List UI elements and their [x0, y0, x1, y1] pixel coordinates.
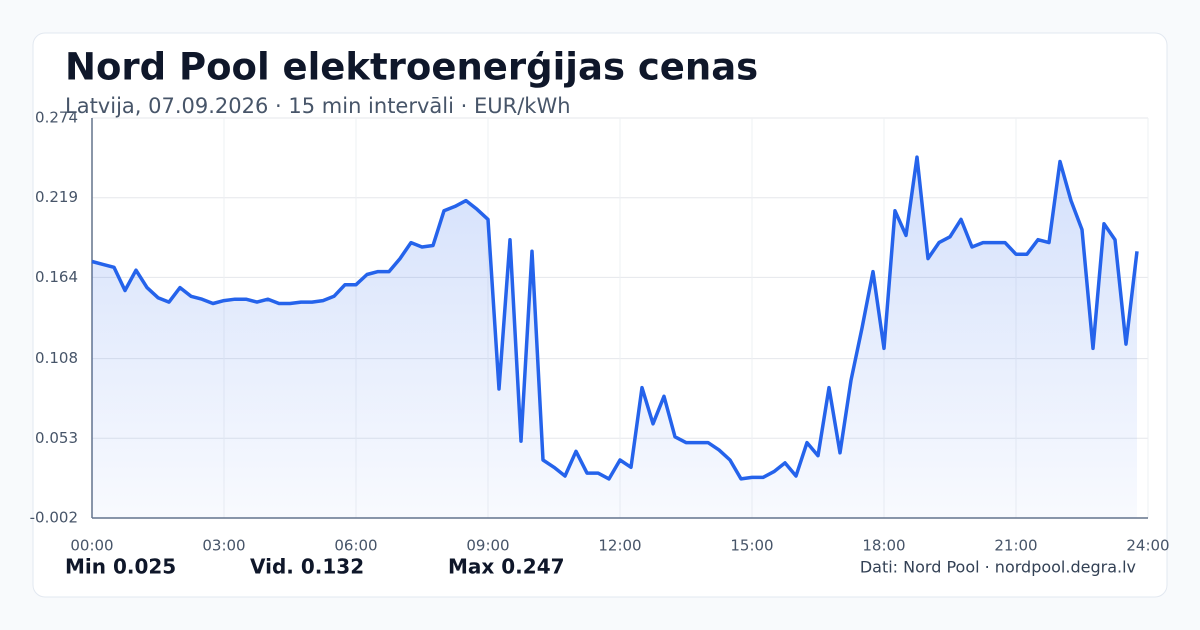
x-tick-label: 12:00	[598, 537, 641, 555]
stat-min: Min 0.025	[65, 555, 176, 579]
y-tick-label: 0.164	[35, 268, 78, 286]
stat-avg: Vid. 0.132	[250, 555, 364, 579]
y-tick-label: 0.108	[35, 349, 78, 367]
x-tick-label: 18:00	[862, 537, 905, 555]
x-tick-label: 09:00	[466, 537, 509, 555]
x-tick-label: 06:00	[334, 537, 377, 555]
y-tick-label: 0.274	[35, 109, 78, 127]
source: Dati: Nord Pool · nordpool.degra.lv	[860, 558, 1136, 577]
x-tick-label: 24:00	[1126, 537, 1169, 555]
area	[92, 157, 1137, 518]
y-tick-label: -0.002	[30, 509, 78, 527]
stat-max: Max 0.247	[448, 555, 565, 579]
price-line	[91, 155, 1139, 481]
chart-title: Nord Pool elektroenerģijas cenas	[65, 46, 758, 89]
x-tick-label: 03:00	[202, 537, 245, 555]
y-tick-label: 0.219	[35, 188, 78, 206]
x-tick-label: 21:00	[994, 537, 1037, 555]
chart-subtitle: Latvija, 07.09.2026 · 15 min intervāli ·…	[65, 94, 571, 118]
x-tick-label: 15:00	[730, 537, 773, 555]
x-tick-label: 00:00	[70, 537, 113, 555]
y-tick-label: 0.053	[35, 429, 78, 447]
